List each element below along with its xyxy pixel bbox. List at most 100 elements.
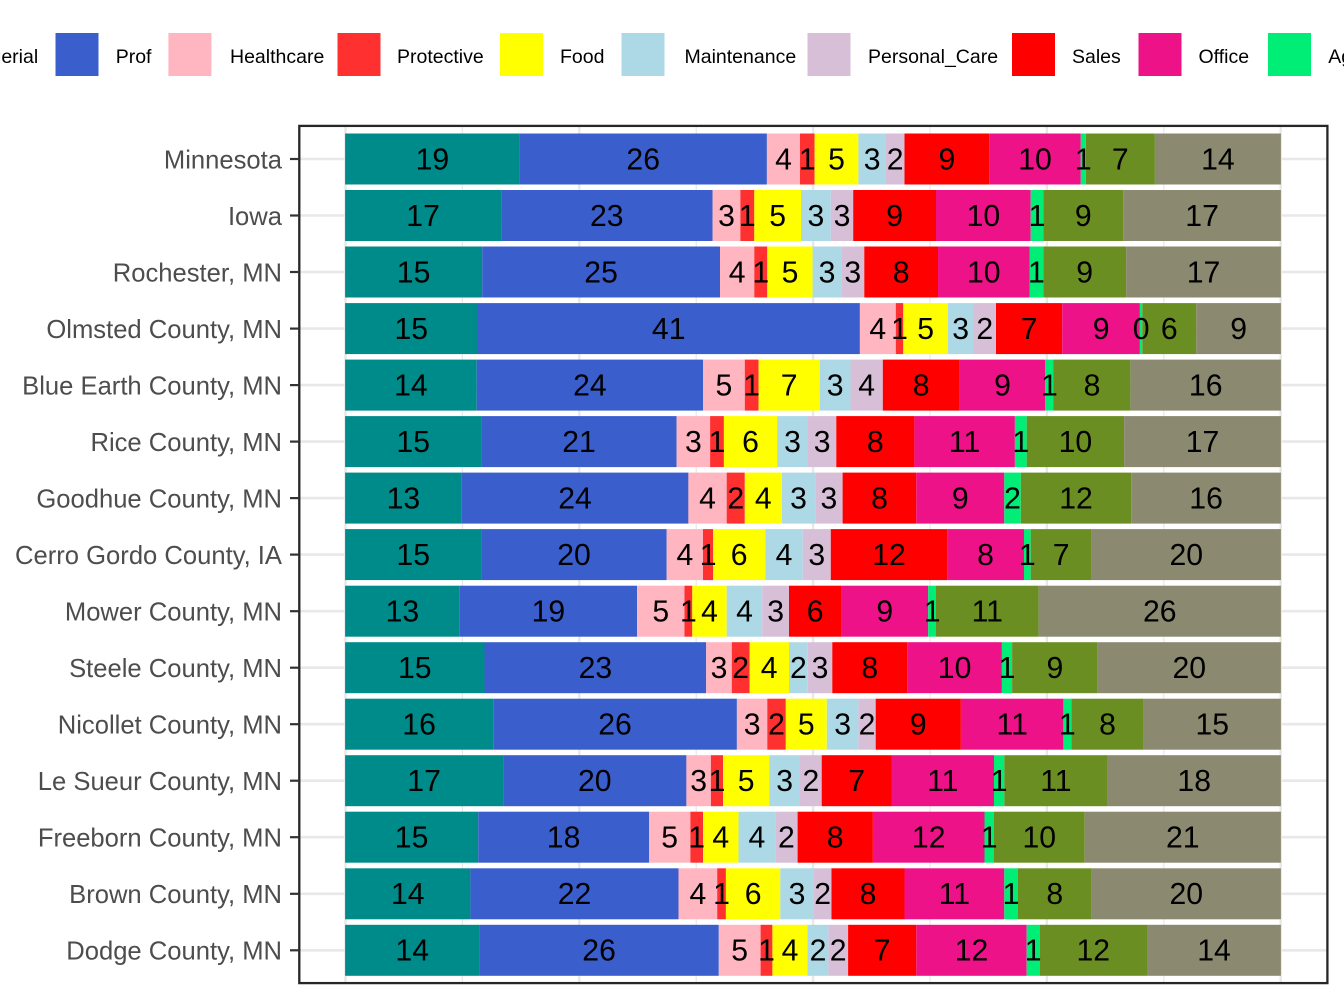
- svg-text:6: 6: [1161, 313, 1178, 346]
- svg-text:7: 7: [1053, 539, 1070, 572]
- svg-text:1: 1: [991, 765, 1008, 798]
- svg-text:7: 7: [848, 765, 865, 798]
- svg-text:3: 3: [776, 765, 793, 798]
- svg-text:3: 3: [864, 143, 881, 176]
- svg-text:20: 20: [1173, 652, 1207, 685]
- svg-text:8: 8: [867, 426, 884, 459]
- svg-text:24: 24: [573, 370, 607, 403]
- svg-text:4: 4: [736, 596, 753, 629]
- svg-text:Prof: Prof: [116, 46, 152, 68]
- svg-text:2: 2: [727, 483, 744, 516]
- svg-text:14: 14: [1201, 143, 1235, 176]
- svg-text:15: 15: [398, 652, 432, 685]
- svg-text:3: 3: [821, 483, 838, 516]
- svg-text:Sales: Sales: [1072, 46, 1121, 68]
- svg-text:11: 11: [949, 426, 980, 459]
- svg-text:Personal_Care: Personal_Care: [868, 46, 998, 68]
- svg-text:1: 1: [999, 652, 1016, 685]
- svg-text:1: 1: [1025, 935, 1042, 968]
- svg-text:17: 17: [407, 765, 441, 798]
- svg-text:Goodhue County, MN: Goodhue County, MN: [36, 485, 282, 513]
- svg-text:3: 3: [789, 878, 806, 911]
- svg-text:26: 26: [626, 143, 660, 176]
- svg-text:9: 9: [1047, 652, 1064, 685]
- svg-text:2: 2: [778, 822, 795, 855]
- svg-text:3: 3: [808, 200, 825, 233]
- svg-text:23: 23: [590, 200, 624, 233]
- svg-text:5: 5: [828, 143, 845, 176]
- svg-text:22: 22: [558, 878, 592, 911]
- svg-text:5: 5: [652, 596, 669, 629]
- svg-text:5: 5: [661, 822, 678, 855]
- svg-text:2: 2: [1004, 483, 1021, 516]
- svg-text:0: 0: [1133, 313, 1150, 346]
- svg-text:1: 1: [758, 935, 775, 968]
- svg-text:14: 14: [395, 935, 429, 968]
- svg-text:15: 15: [395, 313, 429, 346]
- svg-text:8: 8: [860, 878, 877, 911]
- svg-text:8: 8: [1099, 709, 1116, 742]
- svg-text:23: 23: [579, 652, 613, 685]
- svg-text:Agriculture: Agriculture: [1328, 46, 1344, 68]
- svg-text:1: 1: [739, 200, 756, 233]
- svg-text:17: 17: [1187, 256, 1221, 289]
- svg-text:12: 12: [955, 935, 989, 968]
- svg-text:Le Sueur County, MN: Le Sueur County, MN: [38, 768, 282, 796]
- svg-text:2: 2: [768, 709, 785, 742]
- svg-text:1: 1: [924, 596, 941, 629]
- svg-text:16: 16: [1189, 483, 1223, 516]
- svg-text:3: 3: [834, 200, 851, 233]
- svg-text:26: 26: [582, 935, 616, 968]
- svg-text:2: 2: [887, 143, 904, 176]
- svg-text:Olmsted County, MN: Olmsted County, MN: [46, 316, 282, 344]
- svg-text:4: 4: [677, 539, 694, 572]
- svg-text:14: 14: [1197, 935, 1231, 968]
- svg-text:1: 1: [1075, 143, 1092, 176]
- svg-text:1: 1: [709, 426, 726, 459]
- svg-text:20: 20: [1170, 878, 1204, 911]
- svg-text:7: 7: [1112, 143, 1129, 176]
- svg-text:Freeborn County, MN: Freeborn County, MN: [38, 825, 282, 853]
- svg-text:10: 10: [1023, 822, 1057, 855]
- svg-text:Minnesota: Minnesota: [164, 146, 283, 174]
- svg-text:Cerro Gordo County, IA: Cerro Gordo County, IA: [15, 542, 283, 570]
- svg-text:1: 1: [891, 313, 908, 346]
- svg-text:8: 8: [1084, 370, 1101, 403]
- svg-text:1: 1: [743, 370, 760, 403]
- svg-text:Dodge County, MN: Dodge County, MN: [66, 938, 282, 966]
- svg-text:8: 8: [827, 822, 844, 855]
- svg-text:6: 6: [745, 878, 762, 911]
- svg-text:Office: Office: [1199, 46, 1250, 68]
- svg-text:9: 9: [1230, 313, 1247, 346]
- svg-text:12: 12: [912, 822, 946, 855]
- svg-text:18: 18: [547, 822, 581, 855]
- svg-text:15: 15: [397, 256, 431, 289]
- svg-text:3: 3: [808, 539, 825, 572]
- svg-text:4: 4: [712, 822, 729, 855]
- svg-text:14: 14: [394, 370, 428, 403]
- svg-text:20: 20: [1170, 539, 1204, 572]
- svg-text:1: 1: [688, 822, 705, 855]
- svg-text:11: 11: [972, 596, 1003, 629]
- svg-text:2: 2: [830, 935, 847, 968]
- svg-text:21: 21: [562, 426, 596, 459]
- svg-text:1: 1: [752, 256, 769, 289]
- svg-text:1: 1: [709, 765, 726, 798]
- svg-text:1: 1: [700, 539, 717, 572]
- svg-text:Brown County, MN: Brown County, MN: [69, 881, 282, 909]
- svg-text:41: 41: [652, 313, 686, 346]
- svg-text:12: 12: [1059, 483, 1093, 516]
- svg-text:4: 4: [858, 370, 875, 403]
- svg-text:26: 26: [1143, 596, 1177, 629]
- svg-text:11: 11: [939, 878, 970, 911]
- svg-text:2: 2: [976, 313, 993, 346]
- svg-text:6: 6: [731, 539, 748, 572]
- svg-text:2: 2: [859, 709, 876, 742]
- svg-text:Iowa: Iowa: [228, 203, 283, 231]
- svg-text:1: 1: [1059, 709, 1076, 742]
- svg-text:2: 2: [814, 878, 831, 911]
- svg-text:3: 3: [844, 256, 861, 289]
- svg-text:Managerial: Managerial: [0, 46, 38, 68]
- svg-text:8: 8: [913, 370, 930, 403]
- svg-text:10: 10: [938, 652, 972, 685]
